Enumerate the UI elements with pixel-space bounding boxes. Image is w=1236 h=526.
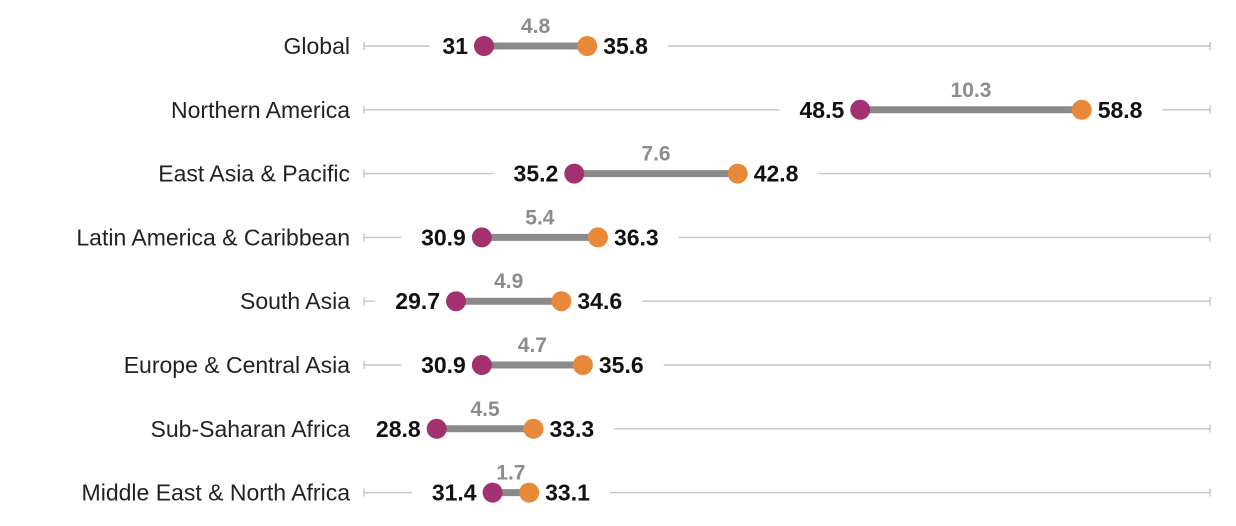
category-label: Global [284,33,350,59]
gap-value-label: 4.8 [521,15,551,38]
label-backdrop [493,159,565,188]
label-backdrop [779,95,851,124]
label-backdrop [355,414,427,443]
end-point [727,163,748,184]
end-point [1071,99,1092,120]
start-point [564,163,585,184]
start-value-label: 30.9 [421,352,466,378]
end-value-label: 34.6 [577,288,622,314]
end-value-label: 42.8 [754,161,799,187]
category-label: South Asia [240,288,350,314]
start-value-label: 30.9 [421,224,466,250]
start-point [474,36,494,56]
label-backdrop [411,478,483,507]
label-backdrop [607,223,679,252]
category-label: Latin America & Caribbean [76,224,350,250]
start-value-label: 28.8 [376,416,421,442]
label-backdrop [401,223,472,252]
start-point [446,291,467,312]
start-value-label: 35.2 [514,161,559,187]
label-backdrop [543,414,615,443]
start-point [471,355,492,375]
start-value-label: 31 [442,33,468,59]
label-backdrop [429,32,474,60]
start-value-label: 29.7 [395,288,440,314]
gap-value-label: 7.6 [641,143,670,166]
end-point [523,418,544,439]
start-point [850,99,871,120]
end-point [519,482,540,503]
label-backdrop [539,478,610,507]
start-point [426,418,447,439]
category-label: Europe & Central Asia [124,352,351,378]
start-value-label: 31.4 [432,480,477,506]
gap-value-label: 4.9 [494,270,523,293]
category-label: Northern America [171,97,350,123]
label-backdrop [592,351,664,379]
gap-value-label: 4.7 [518,334,547,357]
label-backdrop [571,287,643,316]
start-point [482,482,503,503]
start-point [471,227,492,248]
gap-value-label: 5.4 [525,206,555,229]
end-value-label: 36.3 [614,224,659,250]
end-value-label: 35.6 [599,352,644,378]
gap-value-label: 10.3 [951,79,992,102]
end-value-label: 58.8 [1098,97,1143,123]
category-label: Sub-Saharan Africa [151,416,351,442]
category-label: Middle East & North Africa [82,480,351,506]
category-label: East Asia & Pacific [158,161,350,187]
end-value-label: 33.1 [545,480,590,506]
label-backdrop [747,159,819,188]
end-point [572,355,593,375]
start-value-label: 48.5 [799,97,844,123]
end-value-label: 33.3 [549,416,594,442]
end-value-label: 35.8 [603,33,648,59]
label-backdrop [597,32,668,60]
end-point [577,36,598,56]
end-point [587,227,608,248]
gap-value-label: 4.5 [470,398,500,421]
label-backdrop [1091,95,1163,124]
gap-value-label: 1.7 [496,462,525,485]
end-point [551,291,572,312]
label-backdrop [401,351,472,379]
label-backdrop [375,287,447,316]
